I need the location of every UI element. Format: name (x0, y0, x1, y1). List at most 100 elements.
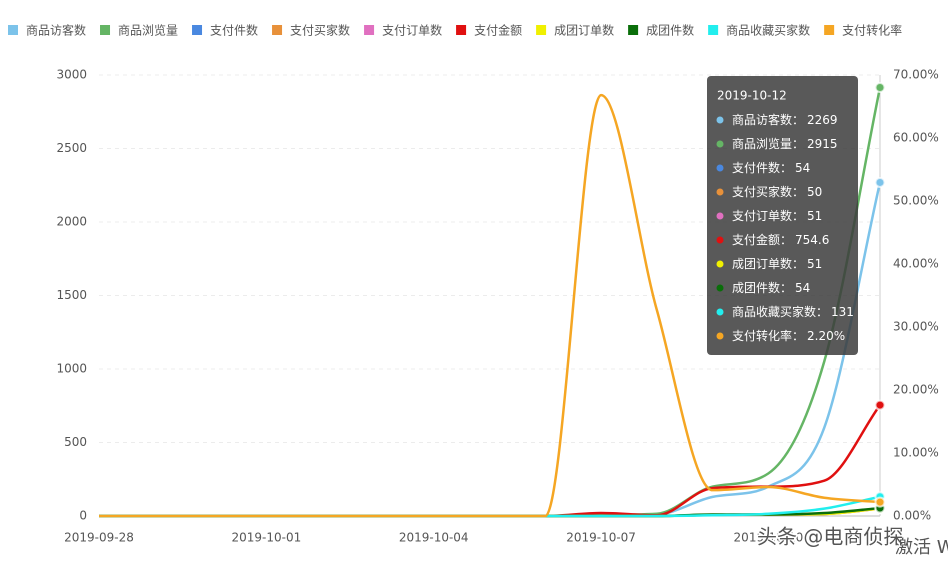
legend-icon (456, 25, 467, 35)
legend-label[interactable]: 支付金额 (474, 23, 522, 38)
y2-tick-label: 30.00% (893, 320, 939, 334)
legend-icon (100, 25, 111, 35)
tooltip-name: 商品收藏买家数 (732, 304, 816, 319)
y-tick-label: 1500 (56, 288, 87, 302)
x-tick-label: 2019-10-01 (231, 531, 301, 545)
tooltip-label: 商品浏览量： 2915 (732, 136, 838, 151)
tooltip-dot (716, 116, 724, 124)
highlight-point (874, 496, 886, 508)
tooltip-value: 54 (795, 161, 810, 175)
legend-label[interactable]: 商品收藏买家数 (726, 23, 810, 38)
legend-icon (272, 25, 283, 35)
tooltip-name: 商品浏览量 (732, 136, 792, 151)
tooltip-value: 51 (807, 209, 822, 223)
tooltip-dot (716, 308, 724, 316)
y-tick-label: 3000 (56, 68, 87, 82)
tooltip-title: 2019-10-12 (717, 89, 787, 103)
tooltip-label: 成团订单数： 51 (732, 256, 822, 271)
tooltip-separator: ： (792, 209, 804, 223)
x-tick-label: 2019-10-10 (734, 531, 804, 545)
tooltip-separator: ： (780, 161, 792, 175)
tooltip-value: 131 (831, 305, 854, 319)
tooltip-value: 2269 (807, 113, 838, 127)
tooltip-name: 支付金额 (732, 232, 780, 247)
tooltip-dot (716, 284, 724, 292)
series-line (98, 495, 881, 518)
legend-icon (824, 25, 835, 35)
y-tick-label: 0 (79, 509, 87, 523)
y-tick-label: 2500 (56, 141, 87, 155)
tooltip-dot (716, 188, 724, 196)
legend-label[interactable]: 成团件数 (646, 23, 694, 38)
tooltip-value: 50 (807, 185, 822, 199)
tooltip-dot (716, 164, 724, 172)
tooltip-label: 支付买家数： 50 (732, 184, 822, 199)
legend-icon (8, 25, 18, 35)
tooltip-label: 商品访客数： 2269 (732, 112, 838, 127)
tooltip-value: 754.6 (795, 233, 829, 247)
y2-tick-label: 50.00% (893, 194, 939, 208)
highlight-point (874, 399, 886, 411)
tooltip-dot (716, 236, 724, 244)
tooltip-name: 成团件数 (732, 280, 780, 295)
watermark: 头条 @电商侦探 (757, 525, 903, 549)
tooltip-value: 51 (807, 257, 822, 271)
tooltip-label: 支付件数： 54 (732, 160, 810, 175)
tooltip-label: 成团件数： 54 (732, 280, 810, 295)
tooltip-name: 支付订单数 (732, 208, 792, 223)
tooltip-dot (716, 332, 724, 340)
tooltip-dot (716, 260, 724, 268)
tooltip-separator: ： (780, 233, 792, 247)
x-tick-label: 2019-09-28 (64, 531, 134, 545)
tooltip-name: 支付买家数 (732, 184, 792, 199)
legend-label[interactable]: 成团订单数 (554, 23, 614, 38)
tooltip-separator: ： (792, 137, 804, 151)
legend-label[interactable]: 支付件数 (210, 23, 258, 38)
tooltip-label: 支付金额： 754.6 (732, 232, 829, 247)
x-tick-label: 2019-10-07 (566, 531, 636, 545)
tooltip-value: 2915 (807, 137, 838, 151)
tooltip-name: 支付转化率 (732, 328, 792, 343)
legend-label[interactable]: 支付转化率 (842, 23, 902, 38)
overlay-text: 激活 W (895, 537, 948, 558)
highlight-point (874, 81, 886, 93)
tooltip-dot (716, 212, 724, 220)
legend-label[interactable]: 支付买家数 (290, 23, 350, 38)
legend-icon (536, 25, 547, 35)
tooltip-separator: ： (792, 257, 804, 271)
highlight-point (874, 176, 886, 188)
tooltip-label: 支付转化率： 2.20% (732, 328, 845, 343)
y-tick-label: 1000 (56, 362, 87, 376)
legend-icon (628, 25, 639, 35)
y2-tick-label: 20.00% (893, 383, 939, 397)
y2-tick-label: 0.00% (893, 509, 931, 523)
tooltip-name: 成团订单数 (732, 256, 792, 271)
y2-tick-label: 40.00% (893, 257, 939, 271)
y-tick-label: 500 (64, 435, 87, 449)
tooltip-name: 商品访客数 (732, 112, 792, 127)
tooltip-separator: ： (792, 329, 804, 343)
legend-label[interactable]: 商品浏览量 (118, 23, 178, 38)
tooltip-value: 2.20% (807, 329, 845, 343)
tooltip-label: 商品收藏买家数： 131 (732, 304, 854, 319)
legend-label[interactable]: 商品访客数 (26, 23, 86, 38)
tooltip-separator: ： (780, 281, 792, 295)
y2-tick-label: 60.00% (893, 131, 939, 145)
legend-label[interactable]: 支付订单数 (382, 23, 442, 38)
tooltip-separator: ： (816, 305, 828, 319)
y2-tick-label: 10.00% (893, 446, 939, 460)
tooltip-value: 54 (795, 281, 810, 295)
legend-icon (192, 25, 203, 35)
x-tick-label: 2019-10-04 (399, 531, 469, 545)
legend-icon (708, 25, 719, 35)
tooltip-dot (716, 140, 724, 148)
tooltip-label: 支付订单数： 51 (732, 208, 822, 223)
series-line (98, 93, 881, 518)
tooltip-name: 支付件数 (732, 160, 780, 175)
y-tick-label: 2000 (56, 215, 87, 229)
tooltip-box (707, 76, 858, 355)
y2-tick-label: 70.00% (893, 68, 939, 82)
tooltip-separator: ： (792, 113, 804, 127)
